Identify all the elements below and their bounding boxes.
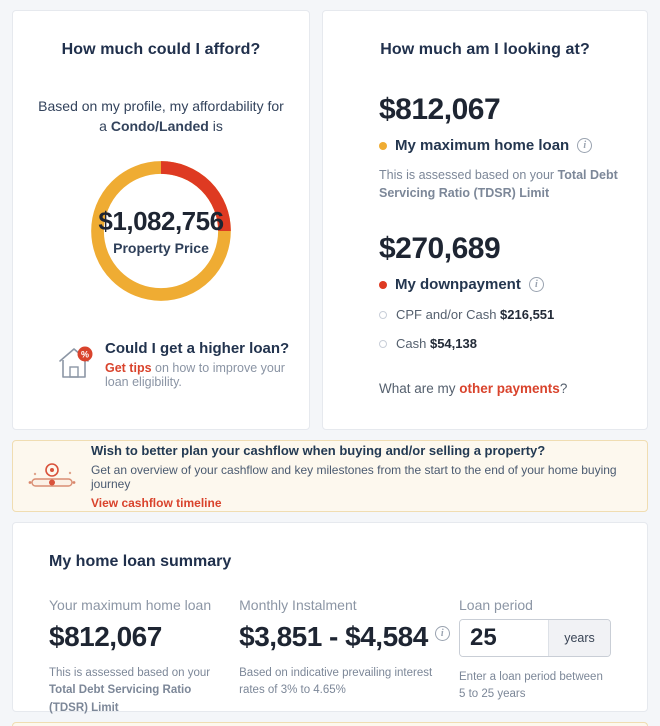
max-loan-info-icon[interactable]: i — [577, 138, 593, 153]
looking-card: How much am I looking at? $812,067 My ma… — [322, 10, 648, 430]
downpayment-label: My downpayment — [395, 276, 521, 294]
higher-loan-question: Could I get a higher loan? — [105, 340, 290, 358]
looking-card-title: How much am I looking at? — [380, 41, 590, 58]
downpayment-bullet-row: My downpayment i — [379, 276, 623, 293]
property-price-donut-chart: $1,082,756 Property Price — [78, 148, 244, 314]
summary-instalment-note: Based on indicative prevailing interest … — [239, 667, 433, 697]
downpayment-item-cpf: CPF and/or Cash $216,551 — [379, 307, 623, 322]
afford-card: How much could I afford? Based on my pro… — [12, 10, 310, 430]
house-percent-icon: % — [53, 341, 97, 388]
other-payments-suffix: ? — [559, 381, 568, 397]
instalment-info-icon[interactable]: i — [434, 625, 450, 641]
other-payments-line: What are my other payments? — [379, 381, 623, 396]
afford-subtitle-line1: Based on my profile, my affordability fo… — [38, 98, 284, 134]
cashflow-banner-text: Wish to better plan your cashflow when b… — [91, 443, 647, 510]
max-loan-amount: $812,067 — [379, 93, 501, 126]
max-loan-bullet-row: My maximum home loan i — [379, 137, 623, 154]
summary-instalment-value-row: $3,851 - $4,584 i — [239, 613, 459, 653]
donut-svg — [91, 161, 231, 302]
loan-period-note: Enter a loan period between 5 to 25 year… — [459, 671, 603, 701]
cashflow-banner: Wish to better plan your cashflow when b… — [12, 440, 648, 512]
max-loan-label: My maximum home loan — [395, 137, 570, 154]
max-loan-note-bold: Total Debt Servicing Ratio (TDSR) Limit — [379, 168, 618, 201]
summary-col-instalment: Monthly Instalment $3,851 - $4,584 i Bas… — [239, 597, 459, 717]
summary-max-loan-note: This is assessed based on your Total Deb… — [49, 667, 211, 714]
summary-instalment-label: Monthly Instalment — [239, 597, 357, 613]
downpayment-block: $270,689 My downpayment i CPF and/or Cas… — [379, 232, 623, 351]
afford-card-title: How much could I afford? — [61, 41, 261, 58]
cpf-cash-label: CPF and/or Cash $216,551 — [396, 307, 555, 323]
donut-segment-downpayment — [91, 161, 231, 302]
summary-instalment-value: $3,851 - $4,584 — [239, 621, 428, 652]
downpayment-item-cash: Cash $54,138 — [379, 336, 623, 351]
svg-text:%: % — [81, 350, 89, 360]
cashflow-banner-description: Get an overview of your cashflow and key… — [91, 462, 617, 491]
red-dot-icon — [379, 280, 387, 289]
higher-loan-tips: Get tips on how to improve your loan eli… — [105, 361, 291, 389]
cashflow-banner-title: Wish to better plan your cashflow when b… — [91, 442, 546, 458]
loan-period-input[interactable] — [460, 620, 548, 656]
afford-subtitle-rest: is — [208, 117, 223, 134]
afford-subtitle: Based on my profile, my affordability fo… — [36, 97, 286, 136]
loan-period-input-group: years — [459, 619, 611, 657]
cpf-cash-value: $216,551 — [500, 307, 555, 323]
max-loan-note-prefix: This is assessed based on your — [379, 168, 558, 182]
max-loan-note: This is assessed based on your Total Deb… — [379, 166, 623, 202]
get-tips-rest: on how to improve your loan eligibility. — [105, 361, 285, 390]
next-banner-partial — [12, 722, 648, 726]
summary-title: My home loan summary — [49, 553, 232, 570]
max-loan-block: $812,067 My maximum home loan i This is … — [379, 93, 623, 202]
property-price-value: $1,082,756 — [98, 206, 224, 237]
downpayment-info-icon[interactable]: i — [528, 277, 544, 293]
cash-label: Cash $54,138 — [396, 336, 477, 352]
home-loan-summary-card: My home loan summary Your maximum home l… — [12, 522, 648, 714]
cash-value: $54,138 — [429, 336, 477, 352]
summary-max-loan-label: Your maximum home loan — [49, 597, 212, 613]
gold-dot-icon — [379, 141, 387, 150]
view-cashflow-timeline-link[interactable]: View cashflow timeline — [91, 495, 222, 510]
summary-col-max-loan: Your maximum home loan $812,067 This is … — [49, 597, 239, 717]
higher-loan-text: Could I get a higher loan? Get tips on h… — [105, 340, 291, 389]
summary-columns: Your maximum home loan $812,067 This is … — [49, 597, 611, 717]
hollow-dot-icon — [379, 310, 387, 319]
other-payments-prefix: What are my — [379, 381, 460, 397]
loan-period-label: Loan period — [459, 597, 533, 613]
property-price-label: Property Price — [113, 240, 209, 257]
higher-loan-section: % Could I get a higher loan? Get tips on… — [53, 340, 291, 389]
cashflow-timeline-icon — [13, 457, 91, 495]
loan-period-unit: years — [548, 620, 610, 656]
summary-col-loan-period: Loan period years Enter a loan period be… — [459, 597, 611, 717]
downpayment-amount: $270,689 — [379, 232, 501, 266]
top-cards-row: How much could I afford? Based on my pro… — [12, 10, 648, 430]
donut-center: $1,082,756 Property Price — [78, 148, 244, 314]
hollow-dot-icon — [379, 339, 387, 348]
get-tips-link[interactable]: Get tips — [105, 361, 152, 376]
afford-subtitle-property-type: Condo/Landed — [110, 117, 209, 134]
other-payments-link[interactable]: other payments — [459, 381, 560, 397]
summary-max-loan-value: $812,067 — [49, 621, 162, 652]
